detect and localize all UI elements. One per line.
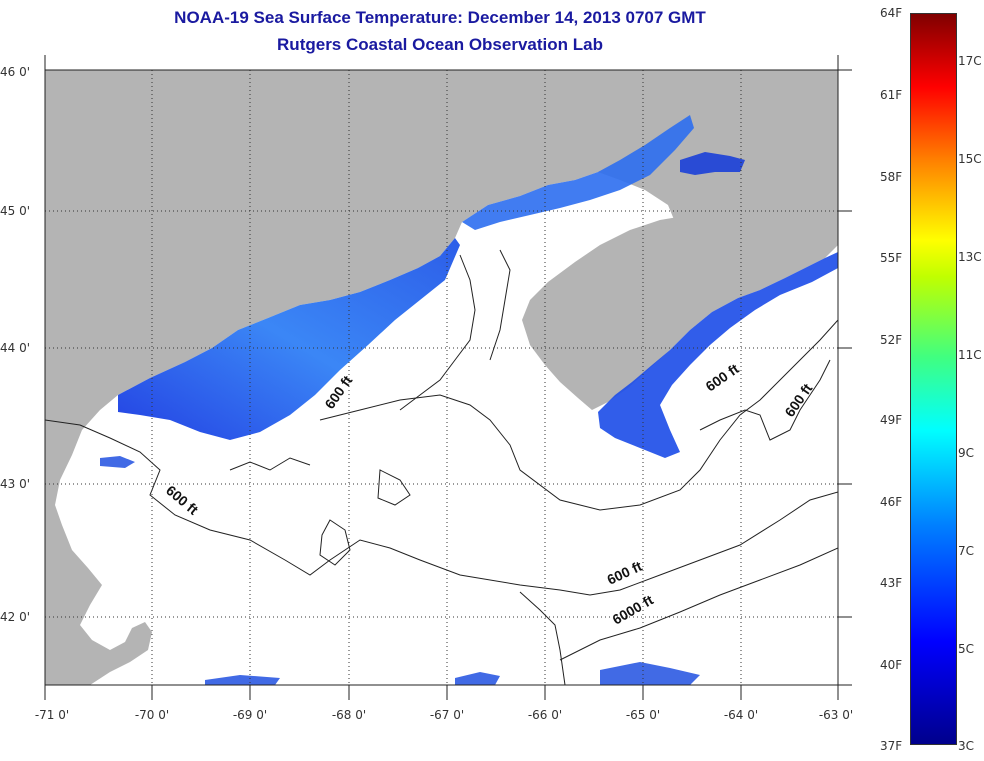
sst-ns-southshore-swath <box>598 252 838 458</box>
x-axis-label: -66 0' <box>527 708 563 722</box>
x-axis-label: -70 0' <box>134 708 170 722</box>
prince-edward-island-land <box>708 150 838 195</box>
sst-northumberland-swath <box>680 152 745 175</box>
map-subtitle: Rutgers Coastal Ocean Observation Lab <box>277 35 603 54</box>
map-frame <box>44 69 839 686</box>
x-axis-label: -69 0' <box>232 708 268 722</box>
colorbar-c-label: 3C <box>958 739 975 753</box>
colorbar-c-label: 9C <box>958 446 975 460</box>
map-title: NOAA-19 Sea Surface Temperature: Decembe… <box>174 8 706 27</box>
sst-southern-fragments <box>100 456 700 685</box>
colorbar-f-label: 55F <box>880 251 903 265</box>
colorbar-f-label: 37F <box>880 739 903 753</box>
colorbar-f-label: 64F <box>880 6 903 20</box>
x-axis-label: -63 0' <box>818 708 854 722</box>
y-axis-label: 43 0' <box>0 477 31 491</box>
colorbar-f-label: 40F <box>880 658 903 672</box>
x-axis-label: -65 0' <box>625 708 661 722</box>
colorbar-f-label: 61F <box>880 88 903 102</box>
y-axis-label: 42 0' <box>0 610 31 624</box>
colorbar-f-label: 52F <box>880 333 903 347</box>
colorbar-f-label: 46F <box>880 495 903 509</box>
colorbar-f-label: 58F <box>880 170 903 184</box>
y-axis-label: 46 0' <box>0 65 31 79</box>
y-axis-label: 45 0' <box>0 204 31 218</box>
colorbar-c-label: 17C <box>958 54 982 68</box>
axis-ticks <box>44 55 852 700</box>
colorbar-c-label: 7C <box>958 544 975 558</box>
new-england-coast-land <box>45 70 838 685</box>
graticule <box>45 70 838 685</box>
colorbar-c-label: 13C <box>958 250 982 264</box>
x-axis-label: -64 0' <box>723 708 759 722</box>
x-axis-label: -71 0' <box>34 708 70 722</box>
x-axis-label: -67 0' <box>429 708 465 722</box>
colorbar-c-label: 11C <box>958 348 982 362</box>
nova-scotia-land <box>522 215 838 410</box>
temperature-colorbar <box>910 13 957 745</box>
y-axis-label: 44 0' <box>0 341 31 355</box>
colorbar-c-label: 15C <box>958 152 982 166</box>
sst-bay-of-fundy-swath <box>462 115 694 230</box>
colorbar-f-label: 43F <box>880 576 903 590</box>
bathymetry-contours <box>45 249 838 685</box>
x-axis-label: -68 0' <box>331 708 367 722</box>
colorbar-f-label: 49F <box>880 413 903 427</box>
colorbar-c-label: 5C <box>958 642 975 656</box>
sst-gulf-of-maine-swath <box>118 238 460 440</box>
